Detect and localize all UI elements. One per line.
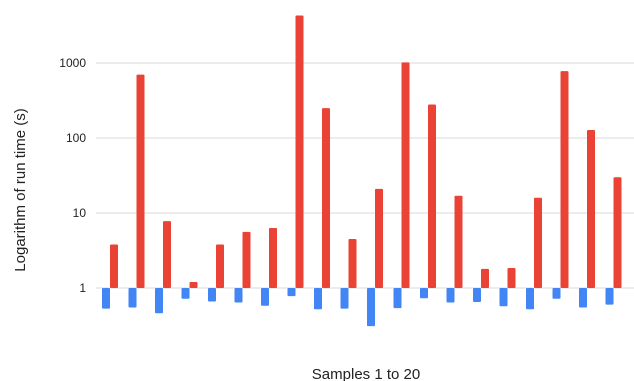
- bar-series1-sample-15: [473, 288, 481, 303]
- bar-series2-sample-14: [454, 195, 463, 288]
- bar-series2-sample-15: [481, 268, 489, 288]
- y-axis-title: Logarithm of run time (s): [12, 108, 29, 271]
- bar-series2-sample-6: [242, 231, 251, 288]
- bar-series2-sample-12: [401, 62, 410, 289]
- y-tick-labels: 1 10 100 1000: [59, 56, 86, 295]
- bar-series1-sample-5: [208, 288, 216, 302]
- bar-series1-sample-19: [579, 288, 587, 308]
- bar-series2-sample-3: [163, 221, 171, 288]
- bar-series1-sample-11: [367, 288, 375, 327]
- y-tick-label: 1: [79, 281, 86, 295]
- y-tick-label: 1000: [59, 56, 86, 70]
- bar-series1-sample-3: [155, 288, 163, 314]
- bar-series2-sample-17: [534, 197, 542, 288]
- bar-series2-sample-1: [110, 244, 118, 288]
- bar-series1-sample-18: [552, 288, 561, 299]
- bar-series1-sample-7: [261, 288, 269, 306]
- bar-series1-sample-1: [102, 288, 110, 309]
- bar-series2-sample-11: [375, 188, 383, 288]
- bar-series1-sample-6: [234, 288, 243, 303]
- x-axis-title: Samples 1 to 20: [312, 366, 420, 381]
- y-tick-label: 100: [66, 131, 86, 145]
- bar-series2-sample-20: [613, 177, 622, 288]
- bar-series2-sample-8: [295, 15, 304, 288]
- bar-series1-sample-14: [446, 288, 455, 303]
- bar-series2-sample-5: [216, 244, 224, 288]
- bar-series1-sample-4: [181, 288, 190, 299]
- bar-series1-sample-20: [605, 288, 614, 305]
- bar-series1-sample-13: [420, 288, 428, 299]
- bar-series1-sample-17: [526, 288, 534, 310]
- bar-series2-sample-9: [322, 108, 330, 288]
- bar-series1-sample-12: [393, 288, 402, 309]
- bar-series1-sample-8: [287, 288, 296, 297]
- bar-series1-sample-10: [340, 288, 349, 309]
- bar-series2-sample-4: [189, 282, 198, 288]
- bar-series1-sample-9: [314, 288, 322, 310]
- bar-series1-sample-2: [128, 288, 137, 308]
- bar-series2-sample-10: [348, 239, 357, 288]
- y-tick-label: 10: [73, 206, 87, 220]
- bar-series2-sample-18: [560, 71, 569, 289]
- bar-series2-sample-2: [136, 74, 145, 288]
- bar-series2-sample-19: [587, 129, 595, 288]
- bars: [102, 15, 622, 327]
- bar-series1-sample-16: [499, 288, 508, 307]
- bar-series2-sample-13: [428, 104, 436, 288]
- bar-series2-sample-7: [269, 228, 277, 288]
- bar-series2-sample-16: [507, 267, 516, 288]
- grid-lines: [96, 62, 634, 289]
